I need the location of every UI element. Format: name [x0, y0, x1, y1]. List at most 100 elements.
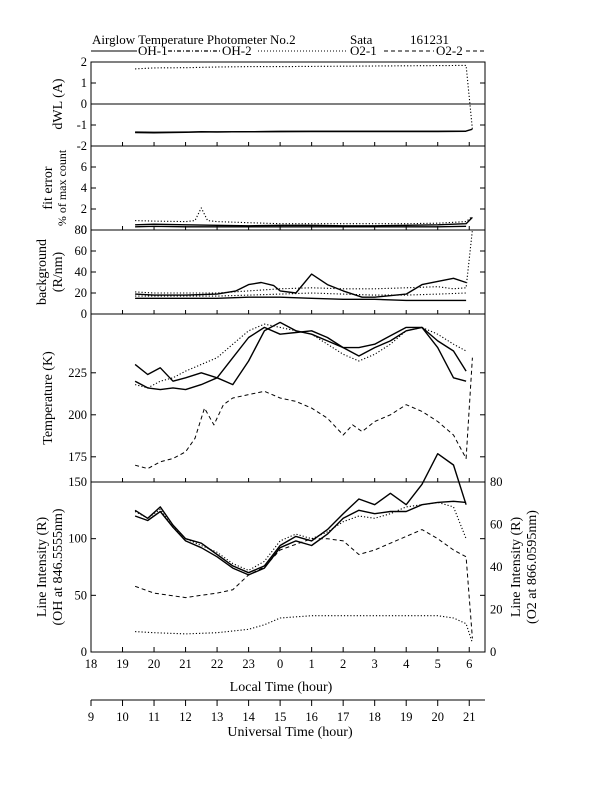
xtick-label: 1 — [309, 657, 315, 671]
ytick-label-right: 20 — [490, 603, 503, 617]
legend-label-o2-1: O2-1 — [350, 43, 377, 58]
panel-background-series — [135, 229, 473, 302]
xtick-label: 4 — [403, 657, 410, 671]
chart-title: Airglow Temperature Photometer No.2 — [92, 32, 296, 47]
series-line-background-4 — [135, 292, 467, 297]
series-line-line_intensity-1 — [134, 453, 467, 574]
panel-temperature-ylabel: Temperature (K) — [41, 351, 56, 445]
ut-tick-label: 11 — [148, 710, 160, 724]
universal-time-axis: 9 10 11 12 13 14 15 16 17 18 19 20 21 Universal Time… — [88, 699, 485, 740]
ytick-label: 4 — [81, 181, 88, 195]
xtick-label: 21 — [179, 657, 192, 671]
ut-tick-label: 14 — [242, 710, 255, 724]
ytick-label: 150 — [68, 475, 87, 489]
ut-tick-label: 17 — [337, 710, 350, 724]
ut-tick-label: 9 — [88, 710, 94, 724]
panel-line-intensity-series — [134, 453, 473, 644]
ytick-label: 200 — [68, 408, 87, 422]
panel-background-frame — [90, 229, 486, 315]
series-line-background-1 — [135, 296, 467, 302]
xtick-label: 19 — [116, 657, 129, 671]
panel-temperature-frame — [90, 313, 486, 483]
ytick-label: 1 — [81, 76, 87, 90]
panel-background-yticks: 0 20 40 60 80 — [75, 223, 485, 321]
xtick-label: 5 — [435, 657, 441, 671]
ytick-label: 0 — [81, 307, 87, 321]
legend-label-o2-2: O2-2 — [436, 43, 463, 58]
ut-tick-label: 13 — [211, 710, 224, 724]
series-line-line_intensity-4 — [134, 529, 473, 639]
panel-line-intensity-yticks-right: 0 20 40 60 80 — [490, 475, 503, 659]
series-line-dwl-1 — [135, 64, 473, 130]
xtick-label: 23 — [242, 657, 255, 671]
ytick-label: 0 — [81, 223, 87, 237]
ytick-label: -2 — [77, 139, 87, 153]
series-line-fit_error-3 — [135, 225, 467, 228]
panel-line-intensity-frame — [90, 481, 486, 653]
panel-fit-error-frame — [90, 145, 486, 231]
series-line-temperature-4 — [134, 357, 473, 470]
series-line-line_intensity-3 — [134, 501, 467, 571]
xtick-label: 0 — [277, 657, 283, 671]
panel-line-intensity-ylabel: Line Intensity (R) — [35, 517, 50, 618]
series-line-fit_error-1 — [135, 207, 473, 225]
ytick-label: 0 — [81, 97, 87, 111]
xtick-label: 18 — [85, 657, 98, 671]
panel-temperature: 175 200 225 Temperature (K) — [41, 313, 486, 483]
panel-fit-error: 0 2 4 6 fit error % of max count — [41, 145, 486, 237]
xtick-label: 20 — [148, 657, 161, 671]
panel-fit-error-ylabel2: % of max count — [55, 149, 69, 226]
series-line-temperature-1 — [134, 326, 467, 391]
series-line-temperature-2 — [134, 321, 467, 386]
ytick-label-right: 40 — [490, 560, 503, 574]
ytick-label: 2 — [81, 55, 87, 69]
panel-line-intensity-ylabel-right2: (O2 at 866.0595nm) — [525, 510, 540, 624]
panel-temperature-yticks: 175 200 225 — [68, 366, 485, 464]
panel-fit-error-ylabel: fit error — [41, 166, 56, 209]
ut-tick-label: 10 — [116, 710, 129, 724]
ytick-label-right: 0 — [490, 645, 496, 659]
series-line-line_intensity-2 — [134, 500, 467, 576]
panel-dwl-ylabel: dWL (A) — [51, 78, 66, 130]
ytick-label: 225 — [68, 366, 87, 380]
ut-tick-label: 20 — [431, 710, 444, 724]
legend: OH-1 OH-2 O2-1 O2-2 — [91, 43, 484, 58]
universal-time-ticks: 9 10 11 12 13 14 15 16 17 18 19 20 21 — [88, 700, 475, 724]
ytick-label: 2 — [81, 202, 87, 216]
panel-background-ylabel: background — [35, 239, 50, 305]
panel-temperature-series — [134, 321, 473, 470]
ytick-label: 0 — [81, 645, 87, 659]
ytick-label: 100 — [68, 532, 87, 546]
panel-dwl: -2 -1 0 1 2 dWL (A) — [51, 55, 486, 153]
ut-tick-label: 15 — [274, 710, 287, 724]
legend-label-oh2: OH-2 — [222, 43, 252, 58]
panel-line-intensity-ylabel2: (OH at 846.5555nm) — [51, 508, 66, 625]
ut-tick-label: 12 — [179, 710, 192, 724]
ut-tick-label: 19 — [400, 710, 413, 724]
xtick-label: 2 — [340, 657, 346, 671]
ytick-label: -1 — [77, 118, 87, 132]
universal-time-xlabel: Universal Time (hour) — [227, 725, 353, 740]
local-time-ticks: 18 19 20 21 22 23 0 1 2 3 4 5 6 — [85, 142, 472, 671]
ytick-label: 20 — [75, 286, 88, 300]
ut-tick-label: 18 — [368, 710, 381, 724]
ytick-label: 60 — [75, 244, 88, 258]
ytick-label-right: 60 — [490, 518, 503, 532]
local-time-xlabel: Local Time (hour) — [230, 680, 333, 695]
xtick-label: 6 — [466, 657, 472, 671]
xtick-label: 22 — [211, 657, 224, 671]
ytick-label-right: 80 — [490, 475, 503, 489]
panel-line-intensity-yticks: 0 50 100 150 — [68, 475, 485, 659]
panel-background-ylabel2: (R/nm) — [51, 251, 66, 292]
site-name: Sata — [350, 32, 373, 47]
legend-label-oh1: OH-1 — [138, 43, 168, 58]
ytick-label: 175 — [68, 450, 87, 464]
series-line-fit_error-2 — [135, 216, 473, 227]
panel-fit-error-series — [135, 207, 473, 228]
date-code: 161231 — [410, 32, 449, 47]
panel-line-intensity-ylabel-right: Line Intensity (R) — [509, 517, 524, 618]
series-line-temperature-3 — [134, 323, 467, 389]
ytick-label: 50 — [75, 588, 88, 602]
